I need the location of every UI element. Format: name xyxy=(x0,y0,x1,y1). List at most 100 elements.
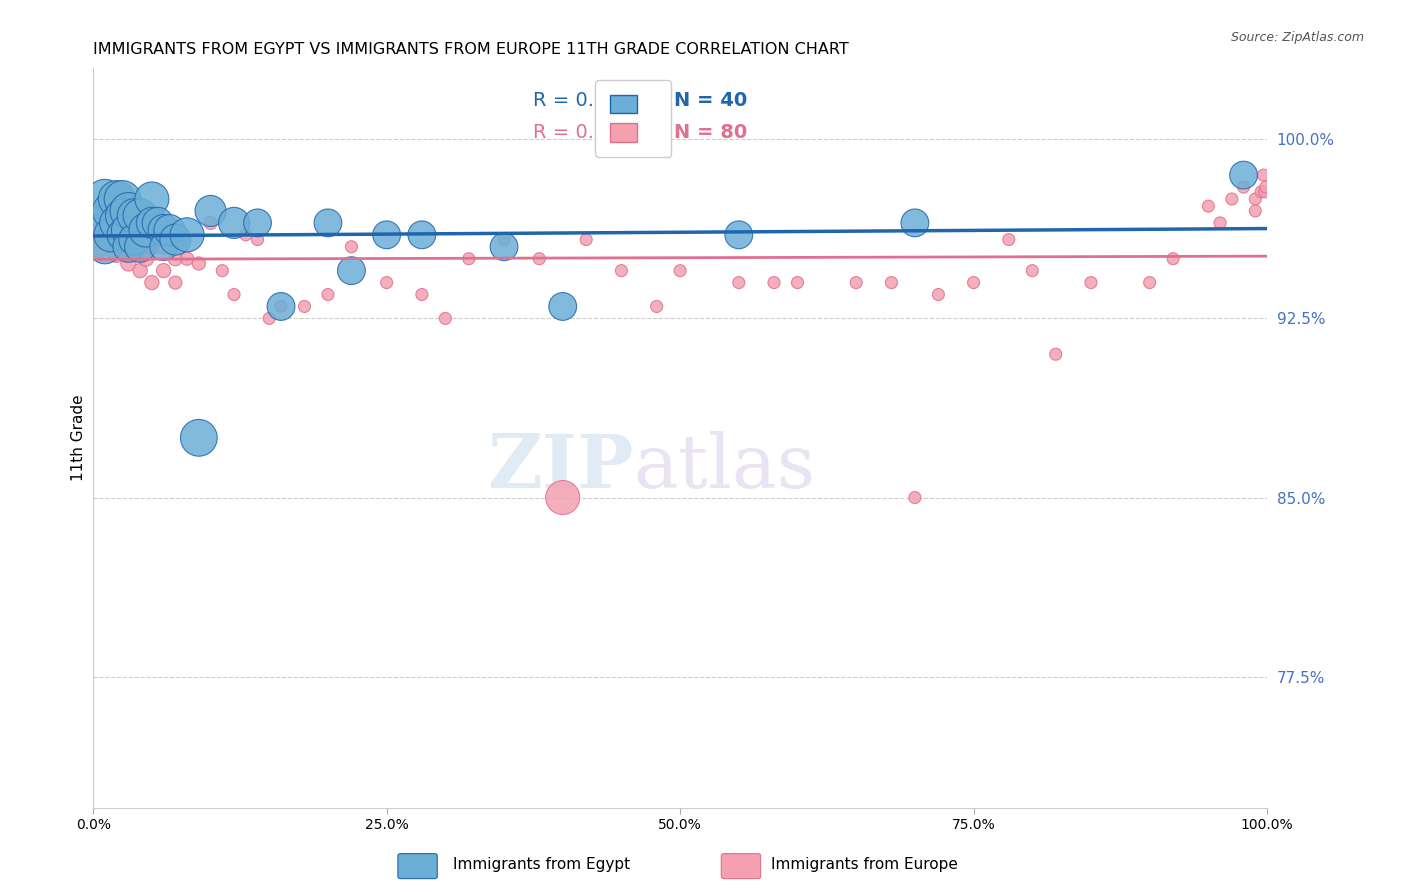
Point xyxy=(1080,276,1102,290)
Point xyxy=(845,276,868,290)
Point xyxy=(135,223,157,237)
Point xyxy=(246,233,269,247)
Point xyxy=(146,216,169,230)
Point xyxy=(129,209,152,223)
Point xyxy=(105,192,128,206)
Point xyxy=(127,233,149,247)
Text: R = 0.317: R = 0.317 xyxy=(533,92,631,111)
Point xyxy=(411,227,433,242)
Point xyxy=(129,240,152,254)
Point xyxy=(411,287,433,301)
Point xyxy=(1045,347,1067,361)
Point xyxy=(1254,180,1277,194)
Point xyxy=(492,233,515,247)
Point xyxy=(111,223,134,237)
Point xyxy=(152,240,174,254)
Point xyxy=(87,240,110,254)
Point xyxy=(94,233,117,247)
Point xyxy=(551,491,574,505)
Point xyxy=(141,276,163,290)
Point xyxy=(551,300,574,314)
Point xyxy=(763,276,786,290)
Point xyxy=(270,300,292,314)
Point xyxy=(1232,168,1254,182)
Point xyxy=(316,287,339,301)
Point xyxy=(111,209,134,223)
Text: atlas: atlas xyxy=(633,431,815,504)
Point xyxy=(529,252,551,266)
Text: Immigrants from Egypt: Immigrants from Egypt xyxy=(453,857,630,872)
Point xyxy=(152,263,174,277)
Point xyxy=(146,233,169,247)
Point xyxy=(176,227,198,242)
Point xyxy=(111,192,134,206)
Point xyxy=(165,233,187,247)
Point xyxy=(117,240,139,254)
Text: Immigrants from Europe: Immigrants from Europe xyxy=(772,857,957,872)
Point xyxy=(434,311,457,326)
Point xyxy=(111,240,134,254)
Point xyxy=(880,276,903,290)
Point xyxy=(1197,199,1219,213)
Point xyxy=(246,216,269,230)
Point xyxy=(129,263,152,277)
Point xyxy=(1232,180,1254,194)
Point xyxy=(152,240,174,254)
Point xyxy=(117,223,139,237)
Point xyxy=(94,216,117,230)
Point xyxy=(111,227,134,242)
Text: IMMIGRANTS FROM EGYPT VS IMMIGRANTS FROM EUROPE 11TH GRADE CORRELATION CHART: IMMIGRANTS FROM EGYPT VS IMMIGRANTS FROM… xyxy=(93,42,849,57)
Point xyxy=(1244,203,1267,218)
Point xyxy=(165,276,187,290)
Point xyxy=(211,263,233,277)
Point xyxy=(122,223,145,237)
Point xyxy=(187,256,209,270)
Point xyxy=(117,216,139,230)
Point xyxy=(1209,216,1232,230)
Point xyxy=(141,216,163,230)
Point xyxy=(108,216,131,230)
Point xyxy=(91,223,114,237)
Point xyxy=(187,431,209,445)
Point xyxy=(340,263,363,277)
Point xyxy=(117,256,139,270)
Point xyxy=(105,209,128,223)
Point xyxy=(1253,185,1275,199)
Point xyxy=(927,287,949,301)
Point xyxy=(159,223,181,237)
Point xyxy=(115,223,138,237)
Point xyxy=(96,216,118,230)
Point xyxy=(270,300,292,314)
Point xyxy=(135,233,157,247)
Y-axis label: 11th Grade: 11th Grade xyxy=(72,394,86,481)
Point xyxy=(904,216,927,230)
Point xyxy=(294,300,316,314)
Point xyxy=(152,223,174,237)
Point xyxy=(200,203,222,218)
Point xyxy=(122,240,145,254)
Point xyxy=(1253,168,1275,182)
Point xyxy=(492,240,515,254)
Point xyxy=(997,233,1019,247)
Point xyxy=(1021,263,1043,277)
Point xyxy=(669,263,692,277)
Point xyxy=(375,276,398,290)
Point xyxy=(100,209,122,223)
Point xyxy=(105,247,128,261)
Point xyxy=(259,311,281,326)
Point xyxy=(222,287,245,301)
Point xyxy=(170,233,193,247)
Point xyxy=(575,233,598,247)
Point xyxy=(235,227,257,242)
Point xyxy=(135,252,157,266)
Point xyxy=(1220,192,1243,206)
Point xyxy=(100,227,122,242)
Point xyxy=(103,216,125,230)
Point xyxy=(129,223,152,237)
Point xyxy=(165,252,187,266)
Point xyxy=(610,263,633,277)
Point xyxy=(904,491,927,505)
Point xyxy=(340,240,363,254)
Text: Source: ZipAtlas.com: Source: ZipAtlas.com xyxy=(1230,31,1364,45)
Point xyxy=(727,227,749,242)
